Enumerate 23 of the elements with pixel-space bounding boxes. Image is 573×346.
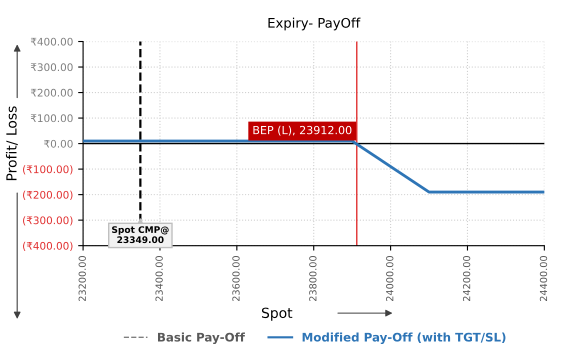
chart-title: Expiry- PayOff: [268, 18, 361, 30]
ref-line-label: BEP (L), 23912.00: [253, 126, 352, 136]
y-axis-title: Profit/ Loss: [6, 106, 18, 180]
y-tick-label: (₹100.00): [23, 165, 72, 174]
x-tick-label: 24400.00: [540, 256, 548, 302]
legend-label: Basic Pay-Off: [158, 332, 245, 344]
x-tick-label: 24200.00: [462, 256, 470, 302]
y-tick-label: ₹100.00: [30, 114, 73, 122]
x-tick-label: 23600.00: [232, 256, 240, 302]
x-axis-title: Spot: [262, 308, 292, 321]
legend-label: Modified Pay-Off (with TGT/SL): [302, 332, 506, 344]
y-tick-label: (₹400.00): [23, 242, 72, 251]
y-tick-label: (₹300.00): [23, 216, 72, 226]
x-tick-label: 23200.00: [78, 256, 86, 302]
y-tick-label: ₹400.00: [30, 38, 73, 46]
y-tick-label: (₹200.00): [23, 190, 72, 200]
x-tick-label: 23800.00: [309, 256, 317, 302]
ref-line-label: Spot CMP@ 23349.00: [112, 226, 169, 244]
y-tick-label: ₹200.00: [30, 88, 73, 97]
x-tick-label: 23400.00: [155, 256, 163, 302]
y-tick-label: ₹300.00: [30, 63, 73, 72]
y-tick-label: ₹0.00: [44, 140, 73, 148]
x-tick-label: 24000.00: [386, 256, 394, 302]
